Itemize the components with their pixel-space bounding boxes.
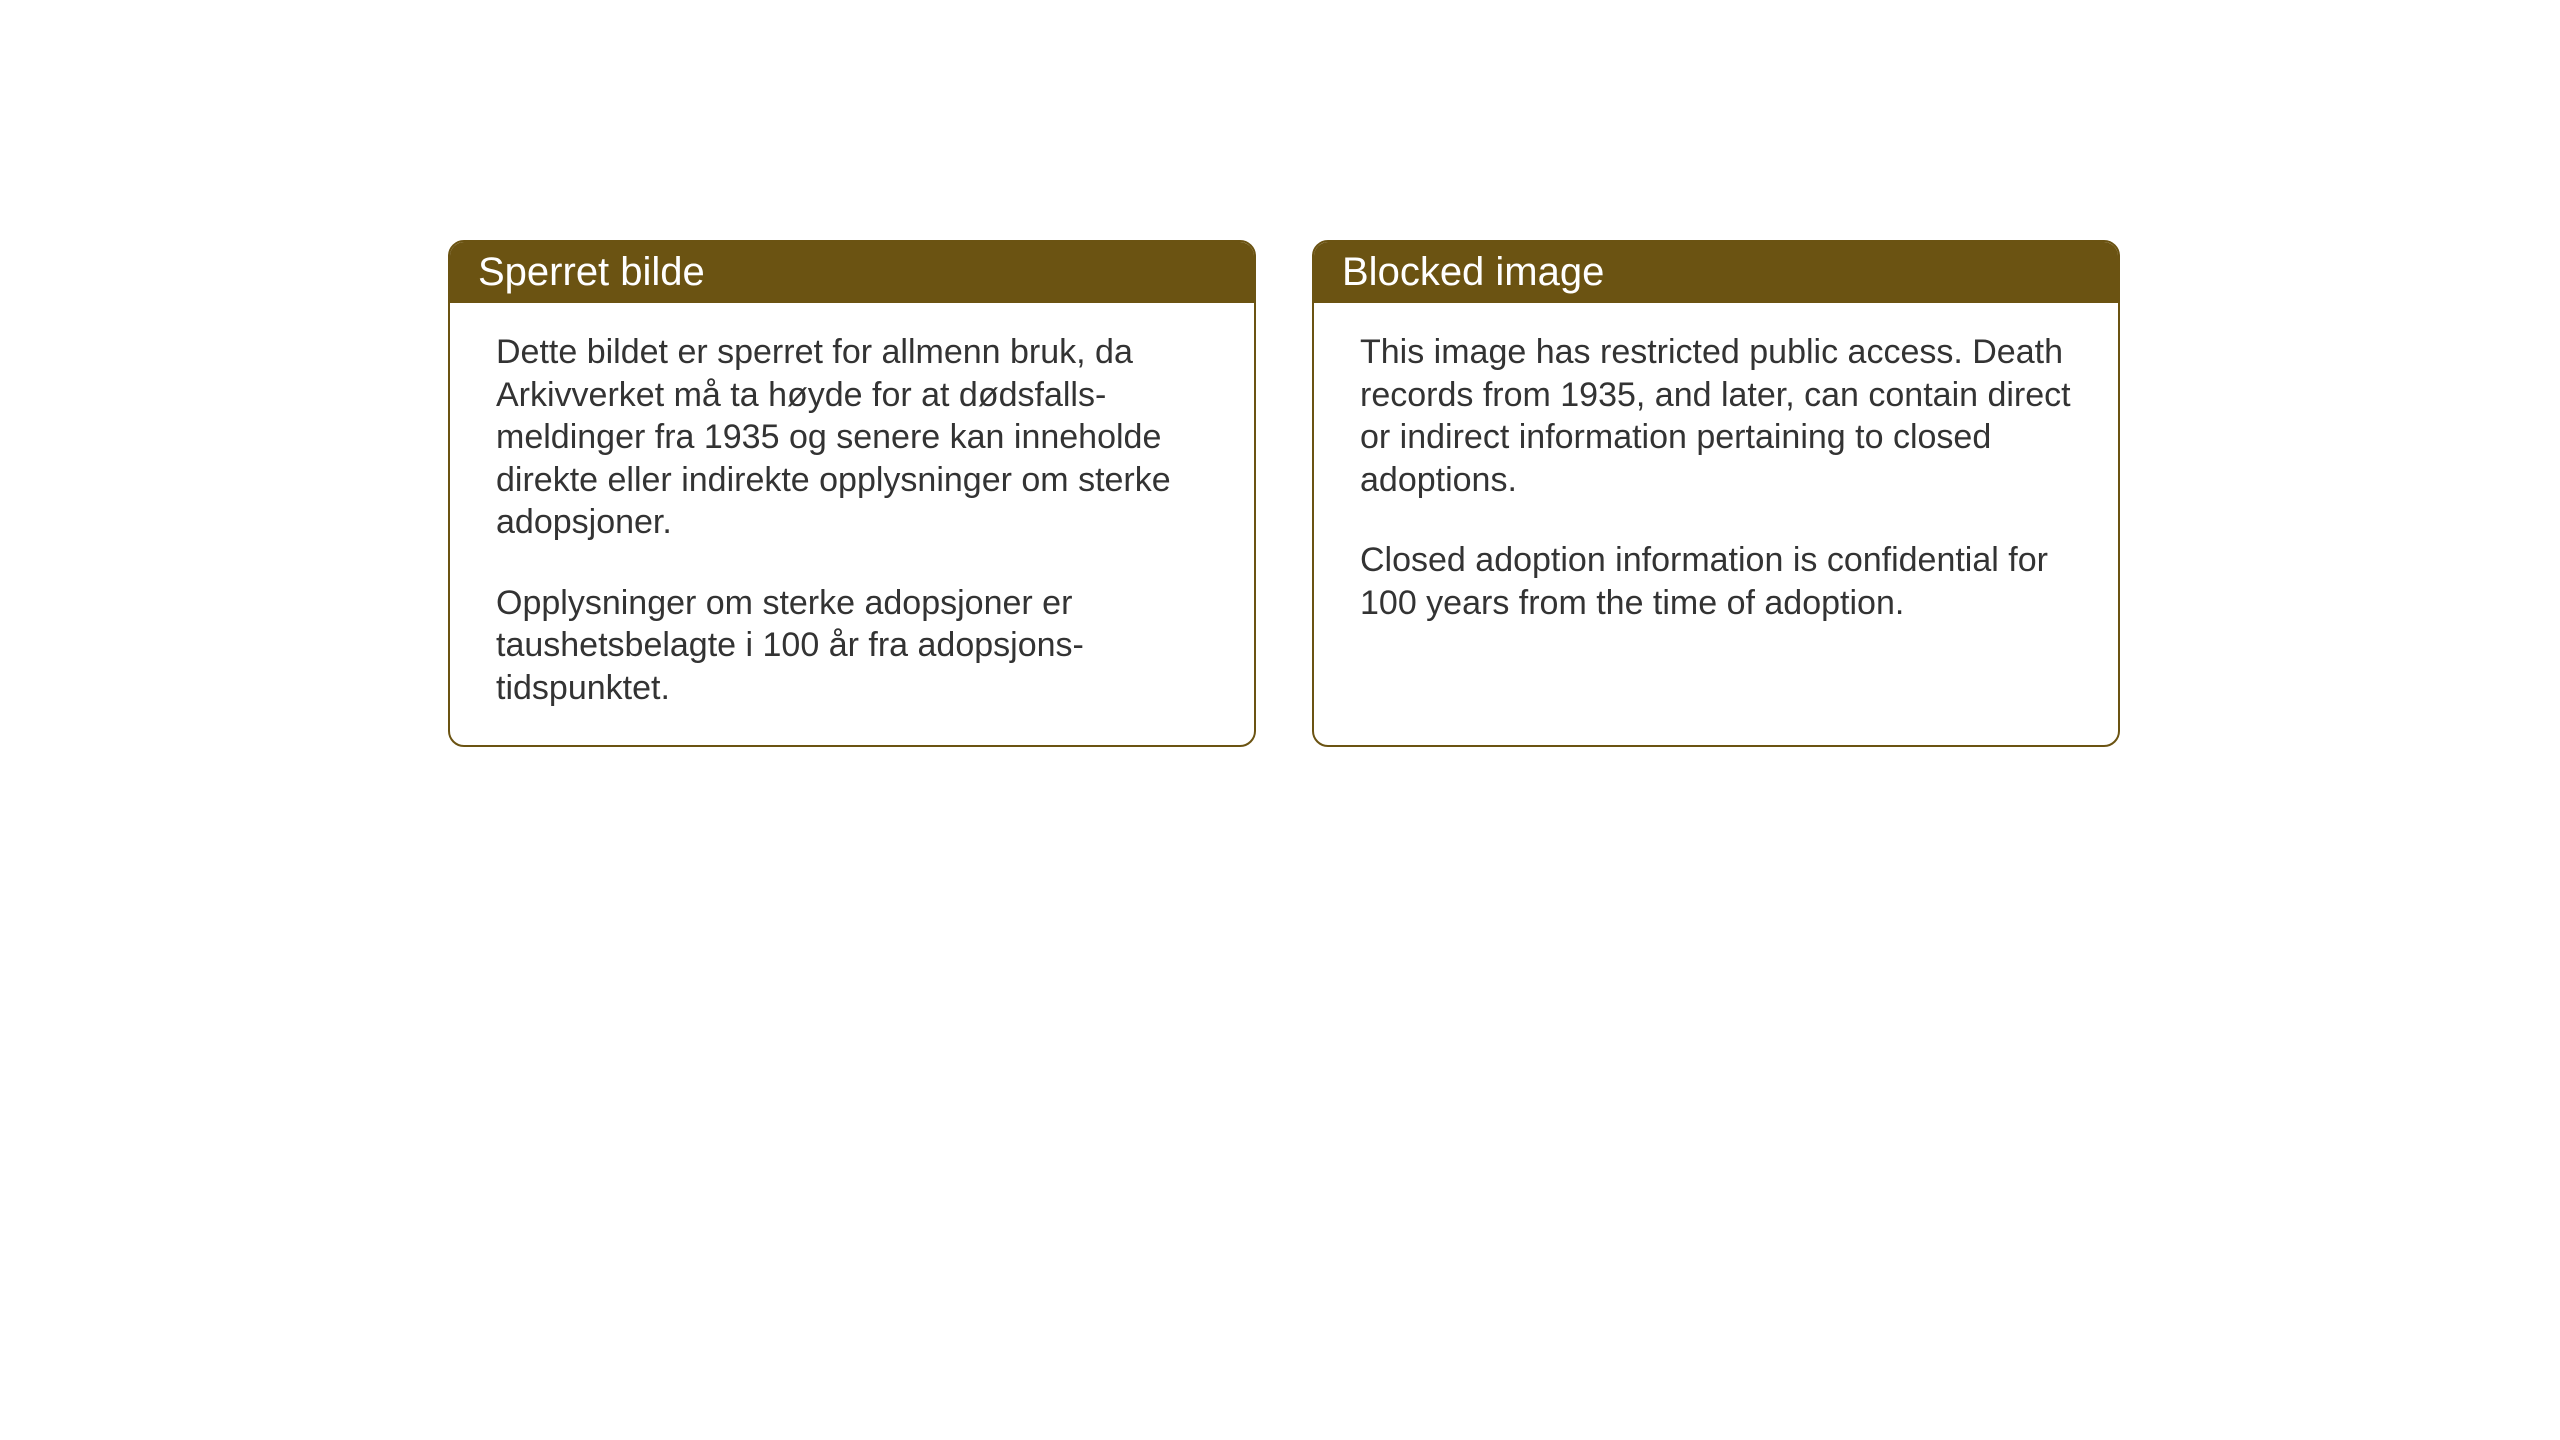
card-title-english: Blocked image: [1314, 242, 2118, 303]
notice-card-english: Blocked image This image has restricted …: [1312, 240, 2120, 747]
card-paragraph: Opplysninger om sterke adopsjoner er tau…: [496, 582, 1208, 710]
card-body-norwegian: Dette bildet er sperret for allmenn bruk…: [450, 303, 1254, 745]
card-body-english: This image has restricted public access.…: [1314, 303, 2118, 660]
card-paragraph: Dette bildet er sperret for allmenn bruk…: [496, 331, 1208, 544]
card-paragraph: Closed adoption information is confident…: [1360, 539, 2072, 624]
card-title-norwegian: Sperret bilde: [450, 242, 1254, 303]
notice-container: Sperret bilde Dette bildet er sperret fo…: [448, 240, 2120, 747]
notice-card-norwegian: Sperret bilde Dette bildet er sperret fo…: [448, 240, 1256, 747]
card-paragraph: This image has restricted public access.…: [1360, 331, 2072, 501]
